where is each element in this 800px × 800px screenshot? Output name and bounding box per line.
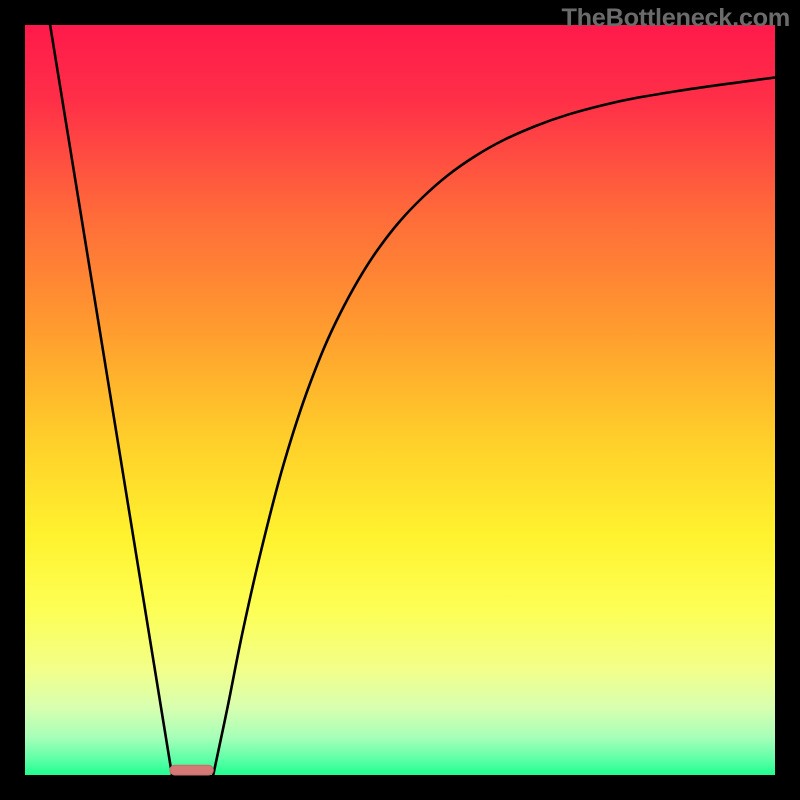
optimal-range-marker (170, 765, 214, 775)
plot-background (25, 25, 775, 775)
chart-container: TheBottleneck.com (0, 0, 800, 800)
bottleneck-curve-chart (0, 0, 800, 800)
watermark-text: TheBottleneck.com (561, 4, 790, 33)
